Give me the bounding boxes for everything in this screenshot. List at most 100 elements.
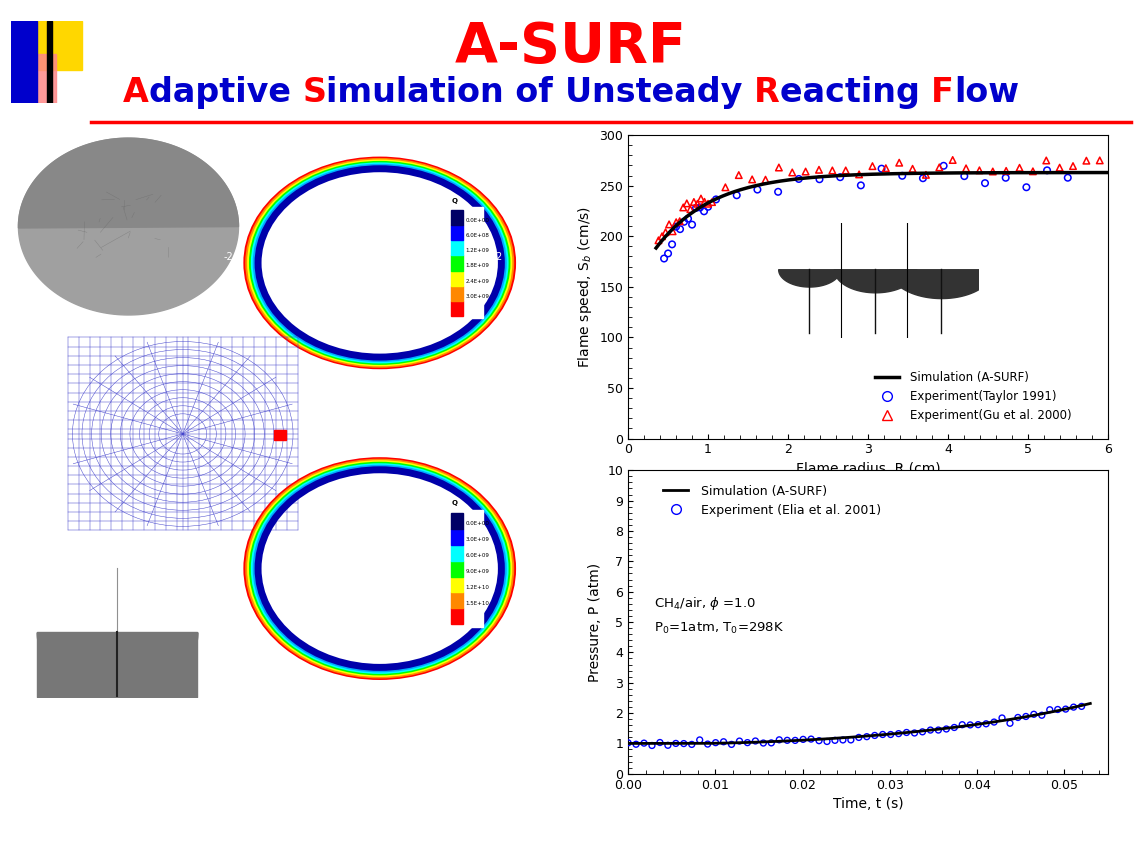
Point	[1077, 154, 1095, 168]
Bar	[451, 576, 463, 593]
Point	[992, 711, 1011, 725]
Point	[653, 229, 671, 243]
Point	[810, 734, 828, 747]
Point	[683, 218, 701, 232]
Text: daptive: daptive	[148, 76, 303, 109]
Point	[1091, 154, 1109, 168]
Point	[997, 171, 1015, 185]
Point	[748, 183, 766, 197]
Point	[1056, 702, 1075, 716]
Legend: Simulation (A-SURF), Experiment(Taylor 1991), Experiment(Gu et al. 2000): Simulation (A-SURF), Experiment(Taylor 1…	[870, 367, 1077, 427]
Point	[914, 725, 932, 739]
Text: 0: 0	[373, 252, 379, 262]
Polygon shape	[18, 139, 239, 315]
Point	[627, 737, 645, 751]
Bar	[451, 513, 463, 528]
Point	[930, 723, 948, 737]
Point	[707, 192, 725, 206]
Text: 1: 1	[439, 685, 445, 695]
Point	[863, 159, 882, 173]
Point	[1018, 180, 1036, 194]
Point	[716, 180, 734, 194]
X-axis label: Flame radius, R (cm): Flame radius, R (cm)	[796, 462, 940, 476]
Point	[1008, 711, 1027, 724]
Bar	[11, 21, 38, 103]
Point	[984, 716, 1003, 729]
Point	[783, 166, 802, 180]
Point	[976, 176, 995, 190]
Point	[826, 734, 844, 747]
Point	[1064, 159, 1083, 173]
Bar	[47, 21, 53, 103]
Point	[667, 215, 685, 229]
Point	[675, 737, 693, 751]
Point	[659, 739, 677, 752]
Y-axis label: Flame speed, S$_b$ (cm/s): Flame speed, S$_b$ (cm/s)	[576, 206, 594, 368]
Text: F: F	[931, 76, 954, 109]
Bar	[451, 545, 463, 561]
Text: 3.0E+09: 3.0E+09	[465, 538, 489, 542]
Text: 1: 1	[376, 495, 384, 504]
Point	[656, 251, 674, 265]
Point	[691, 733, 709, 746]
Point	[1072, 699, 1091, 713]
Point	[756, 173, 774, 186]
Point	[778, 734, 796, 747]
Point	[850, 168, 868, 181]
Point	[823, 163, 842, 177]
Point	[667, 736, 685, 750]
Y-axis label: Pressure, P (atm): Pressure, P (atm)	[588, 563, 602, 681]
Point	[674, 201, 692, 215]
Point	[852, 179, 870, 192]
Point	[660, 217, 678, 231]
Bar	[11, 54, 56, 103]
Point	[738, 736, 756, 750]
Point	[890, 727, 908, 740]
Bar	[451, 270, 463, 286]
Text: 2: 2	[376, 134, 384, 144]
Point	[789, 172, 807, 186]
Point	[685, 195, 703, 209]
Point	[694, 204, 713, 218]
Point	[727, 188, 746, 202]
Text: nsteady: nsteady	[592, 76, 754, 109]
Text: 0: 0	[367, 558, 373, 568]
Point	[970, 718, 988, 732]
Point	[743, 173, 762, 186]
Text: S: S	[303, 76, 327, 109]
Text: 2.4E+09: 2.4E+09	[465, 279, 489, 284]
Bar	[451, 286, 463, 301]
Point	[769, 185, 787, 198]
Point	[657, 226, 675, 239]
Point	[943, 153, 962, 167]
Bar	[38, 21, 82, 70]
Text: 0.0E+00: 0.0E+00	[465, 218, 489, 223]
Point	[670, 215, 689, 228]
Point	[723, 738, 741, 752]
Point	[667, 220, 685, 233]
Text: Q: Q	[451, 500, 458, 506]
Point	[786, 734, 804, 747]
Point	[831, 170, 850, 184]
Point	[938, 722, 956, 736]
Text: 1: 1	[376, 192, 384, 203]
Bar	[274, 430, 286, 440]
Text: A-SURF: A-SURF	[455, 20, 687, 74]
Point	[691, 201, 709, 215]
Legend: Simulation (A-SURF), Experiment (Elia et al. 2001): Simulation (A-SURF), Experiment (Elia et…	[658, 480, 886, 522]
Point	[811, 173, 829, 186]
Point	[946, 721, 964, 734]
Point	[914, 171, 932, 185]
Point	[689, 197, 707, 210]
Text: 1.2E+09: 1.2E+09	[465, 248, 489, 253]
Point	[1037, 154, 1055, 168]
Point	[976, 717, 995, 731]
Point	[893, 169, 911, 183]
Bar	[451, 609, 463, 624]
Point	[1032, 709, 1051, 722]
Text: X (cm): X (cm)	[395, 690, 427, 699]
Bar	[451, 240, 463, 256]
Point	[762, 736, 780, 750]
Point	[1048, 703, 1067, 716]
Bar	[451, 593, 463, 609]
